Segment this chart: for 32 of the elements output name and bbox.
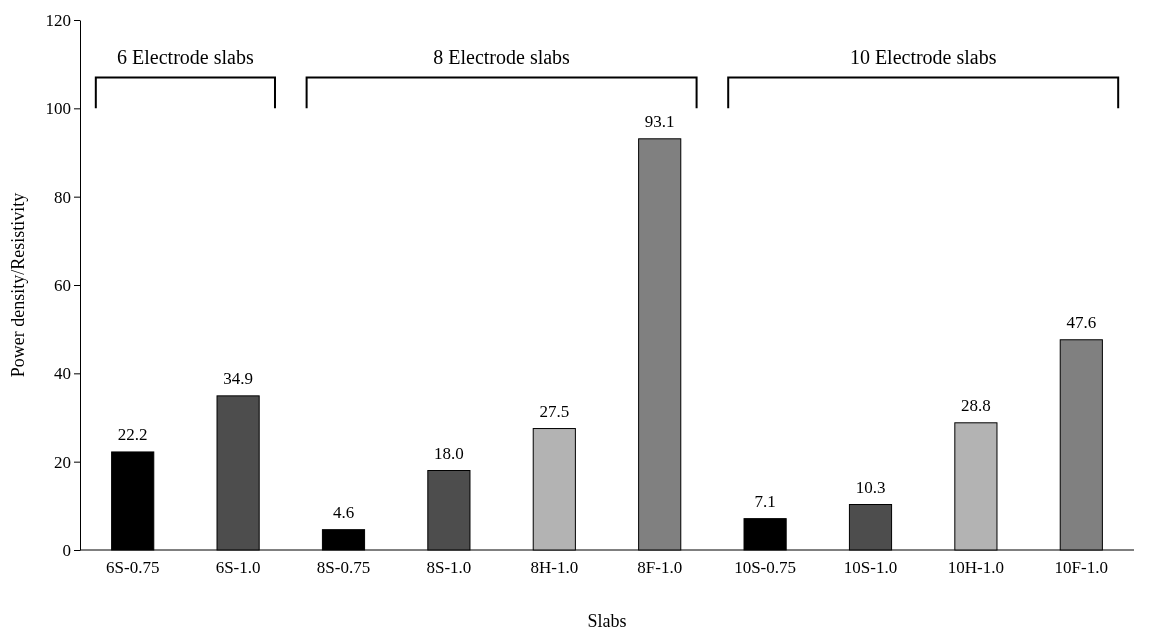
y-tick-label: 40 <box>54 364 71 384</box>
x-tick-label: 8H-1.0 <box>530 558 579 578</box>
data-label: 34.9 <box>223 368 253 388</box>
data-label: 47.6 <box>1066 312 1097 332</box>
data-label: 10.3 <box>855 477 886 497</box>
annotation: 10 Electrode slabs <box>849 46 997 69</box>
data-label: 27.5 <box>539 401 570 421</box>
data-label: 7.1 <box>754 491 776 511</box>
x-tick-label: 10H-1.0 <box>947 558 1004 578</box>
x-tick-label: 8S-0.75 <box>316 558 371 578</box>
x-tick-label: 10S-0.75 <box>734 558 797 578</box>
y-tick-label: 20 <box>54 452 71 472</box>
x-axis-title: Slabs <box>587 611 627 631</box>
y-tick-label: 80 <box>54 187 71 207</box>
x-tick-label: 8S-1.0 <box>426 558 472 578</box>
y-tick-label: 60 <box>54 275 71 295</box>
data-label: 22.2 <box>117 424 148 444</box>
y-tick-label: 0 <box>62 540 71 560</box>
y-axis-title: Power density/Resistivity <box>8 192 28 378</box>
data-label: 28.8 <box>961 395 991 415</box>
data-label: 4.6 <box>332 502 355 522</box>
x-tick-label: 10F-1.0 <box>1054 558 1108 578</box>
annotation: 8 Electrode slabs <box>433 46 571 69</box>
y-tick-label: 120 <box>45 10 71 30</box>
data-label: 93.1 <box>644 111 675 131</box>
annotation: 6 Electrode slabs <box>117 46 254 69</box>
x-tick-label: 6S-1.0 <box>215 558 261 578</box>
y-tick-label: 100 <box>45 99 71 119</box>
x-tick-label: 6S-0.75 <box>106 558 160 578</box>
data-label: 18.0 <box>434 443 464 463</box>
x-tick-label: 10S-1.0 <box>843 558 898 578</box>
x-tick-label: 8F-1.0 <box>637 558 683 578</box>
